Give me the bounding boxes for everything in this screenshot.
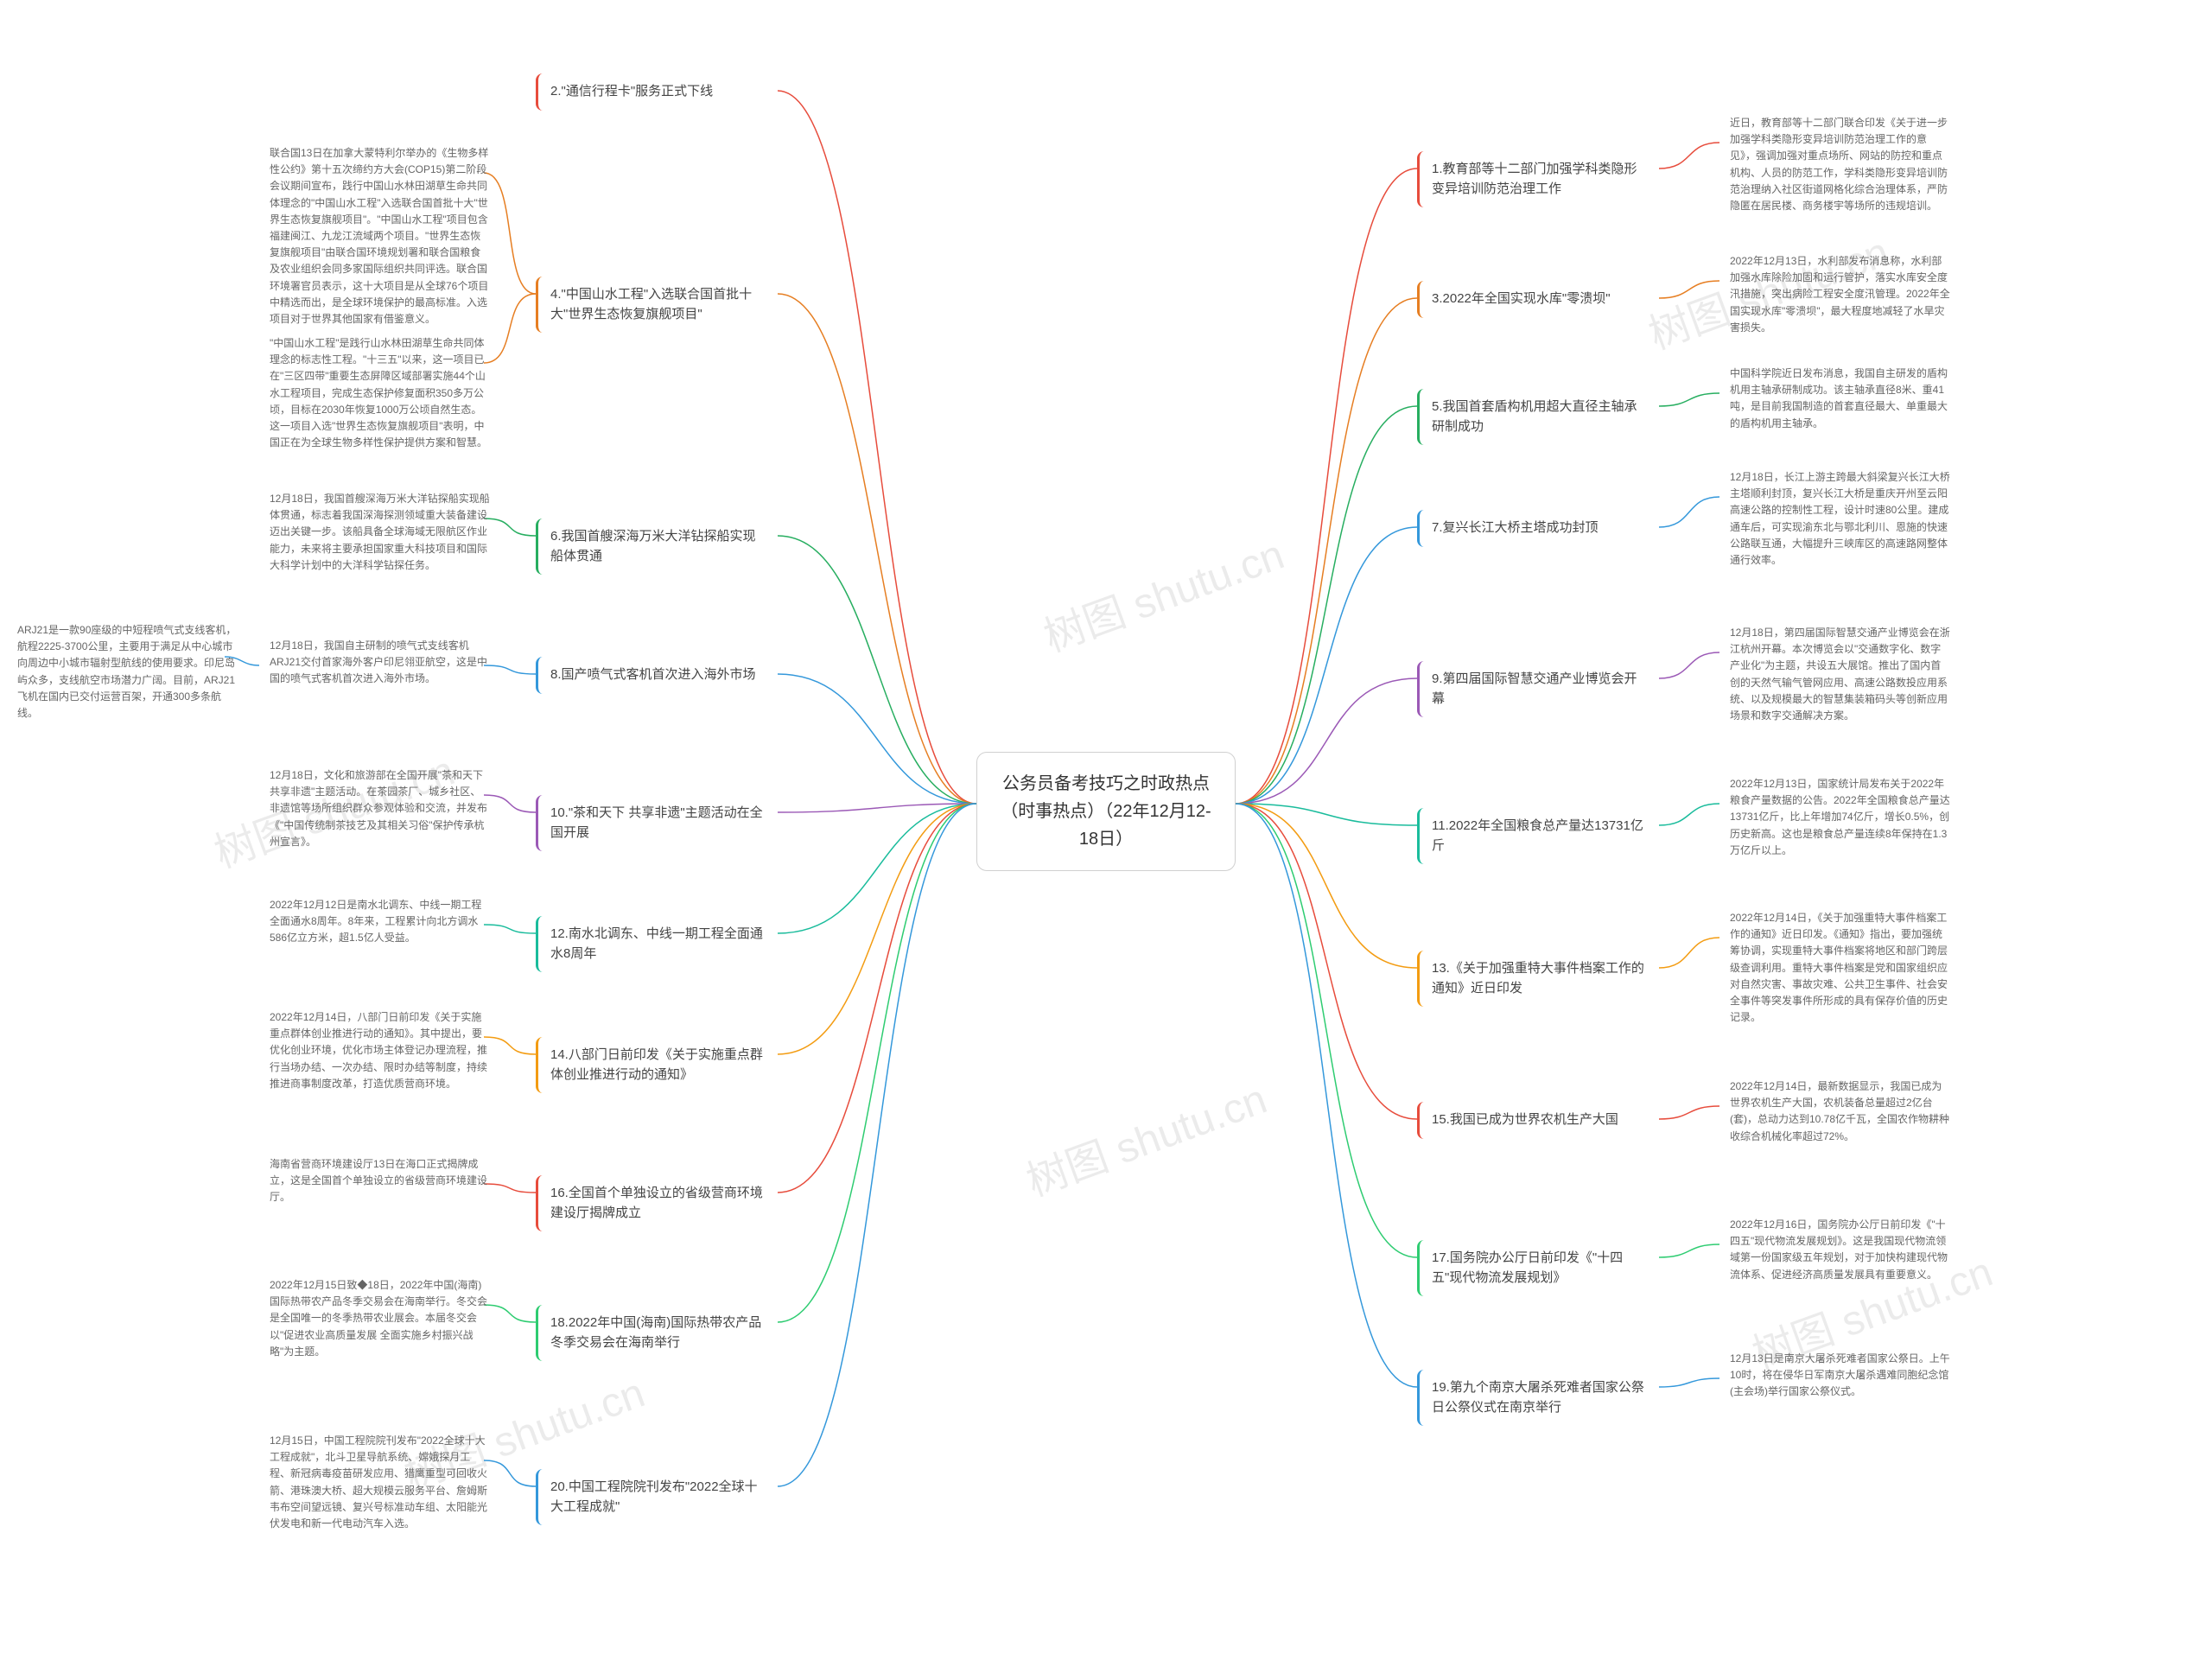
detail-node-l6-0: 12月18日，我国首艘深海万米大洋钻探船实现船体贯通，标志着我国深海探测领域重大… xyxy=(259,484,501,581)
branch-node-r17[interactable]: 17.国务院办公厅日前印发《"十四五"现代物流发展规划》 xyxy=(1417,1240,1659,1296)
detail-node-r15-0: 2022年12月14日，最新数据显示，我国已成为世界农机生产大国，农机装备总量超… xyxy=(1719,1072,1961,1152)
detail-node-r3-0: 2022年12月13日，水利部发布消息称，水利部加强水库除险加固和运行管护，落实… xyxy=(1719,246,1961,343)
detail-node-l4-1: "中国山水工程"是践行山水林田湖草生命共同体理念的标志性工程。"十三五"以来，这… xyxy=(259,328,501,458)
branch-node-r15[interactable]: 15.我国已成为世界农机生产大国 xyxy=(1417,1102,1630,1139)
branch-node-l18[interactable]: 18.2022年中国(海南)国际热带农产品冬季交易会在海南举行 xyxy=(536,1305,778,1361)
branch-node-r3[interactable]: 3.2022年全国实现水库"零溃坝" xyxy=(1417,281,1623,318)
branch-node-r9[interactable]: 9.第四届国际智慧交通产业博览会开幕 xyxy=(1417,661,1659,717)
detail-node-r11-0: 2022年12月13日，国家统计局发布关于2022年粮食产量数据的公告。2022… xyxy=(1719,769,1961,866)
branch-node-r7[interactable]: 7.复兴长江大桥主塔成功封顶 xyxy=(1417,510,1611,547)
branch-node-l20[interactable]: 20.中国工程院院刊发布"2022全球十大工程成就" xyxy=(536,1469,778,1525)
branch-node-l8[interactable]: 8.国产喷气式客机首次进入海外市场 xyxy=(536,657,768,694)
detail-node-r1-0: 近日，教育部等十二部门联合印发《关于进一步加强学科类隐形变异培训防范治理工作的意… xyxy=(1719,108,1961,221)
branch-node-r19[interactable]: 19.第九个南京大屠杀死难者国家公祭日公祭仪式在南京举行 xyxy=(1417,1370,1659,1426)
detail-node-r9-0: 12月18日，第四届国际智慧交通产业博览会在浙江杭州开幕。本次博览会以"交通数字… xyxy=(1719,618,1961,731)
branch-node-r11[interactable]: 11.2022年全国粮食总产量达13731亿斤 xyxy=(1417,808,1659,864)
detail-node-r7-0: 12月18日，长江上游主跨最大斜梁复兴长江大桥主塔顺利封顶，复兴长江大桥是重庆开… xyxy=(1719,462,1961,576)
branch-node-l4[interactable]: 4."中国山水工程"入选联合国首批十大"世界生态恢复旗舰项目" xyxy=(536,277,778,333)
detail-node-l16-0: 海南省营商环境建设厅13日在海口正式揭牌成立，这是全国首个单独设立的省级营商环境… xyxy=(259,1149,501,1213)
detail-node-l4-0: 联合国13日在加拿大蒙特利尔举办的《生物多样性公约》第十五次缔约方大会(COP1… xyxy=(259,138,501,334)
watermark: 树图 shutu.cn xyxy=(1034,520,1291,663)
detail-node-l20-0: 12月15日，中国工程院院刊发布"2022全球十大工程成就"，北斗卫星导航系统、… xyxy=(259,1426,501,1539)
side-detail-l8: ARJ21是一款90座级的中短程喷气式支线客机，航程2225-3700公里，主要… xyxy=(17,622,242,722)
branch-node-r13[interactable]: 13.《关于加强重特大事件档案工作的通知》近日印发 xyxy=(1417,951,1659,1007)
branch-node-l14[interactable]: 14.八部门日前印发《关于实施重点群体创业推进行动的通知》 xyxy=(536,1037,778,1093)
branch-node-r5[interactable]: 5.我国首套盾构机用超大直径主轴承研制成功 xyxy=(1417,389,1659,445)
detail-node-l10-0: 12月18日，文化和旅游部在全国开展"茶和天下 共享非遗"主题活动。在茶园茶厂、… xyxy=(259,760,501,857)
center-topic[interactable]: 公务员备考技巧之时政热点（时事热点）（22年12月12-18日） xyxy=(976,752,1236,871)
branch-node-r1[interactable]: 1.教育部等十二部门加强学科类隐形变异培训防范治理工作 xyxy=(1417,151,1659,207)
branch-node-l6[interactable]: 6.我国首艘深海万米大洋钻探船实现船体贯通 xyxy=(536,518,778,575)
detail-node-l18-0: 2022年12月15日致◆18日，2022年中国(海南)国际热带农产品冬季交易会… xyxy=(259,1270,501,1367)
detail-node-l12-0: 2022年12月12日是南水北调东、中线一期工程全面通水8周年。8年来，工程累计… xyxy=(259,890,501,954)
detail-node-l14-0: 2022年12月14日，八部门日前印发《关于实施重点群体创业推进行动的通知》。其… xyxy=(259,1002,501,1099)
branch-node-l10[interactable]: 10."茶和天下 共享非遗"主题活动在全国开展 xyxy=(536,795,778,851)
detail-node-r13-0: 2022年12月14日，《关于加强重特大事件档案工作的通知》近日印发。《通知》指… xyxy=(1719,903,1961,1033)
detail-node-l8-0: 12月18日，我国自主研制的喷气式支线客机ARJ21交付首家海外客户印尼翎亚航空… xyxy=(259,631,501,695)
watermark: 树图 shutu.cn xyxy=(1017,1065,1274,1207)
branch-node-l2[interactable]: 2."通信行程卡"服务正式下线 xyxy=(536,73,725,111)
branch-node-l16[interactable]: 16.全国首个单独设立的省级营商环境建设厅揭牌成立 xyxy=(536,1175,778,1231)
detail-node-r5-0: 中国科学院近日发布消息，我国自主研发的盾构机用主轴承研制成功。该主轴承直径8米、… xyxy=(1719,359,1961,439)
detail-node-r19-0: 12月13日是南京大屠杀死难者国家公祭日。上午10时，将在侵华日军南京大屠杀遇难… xyxy=(1719,1344,1961,1408)
detail-node-r17-0: 2022年12月16日，国务院办公厅日前印发《"十四五"现代物流发展规划》。这是… xyxy=(1719,1210,1961,1290)
branch-node-l12[interactable]: 12.南水北调东、中线一期工程全面通水8周年 xyxy=(536,916,778,972)
